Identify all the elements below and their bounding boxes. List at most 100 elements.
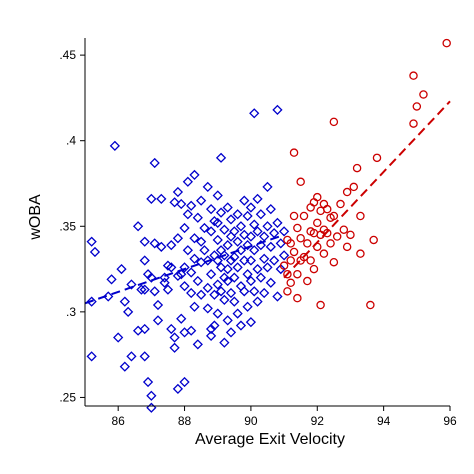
data-point-circle: [329, 257, 339, 267]
data-point-diamond: [172, 270, 184, 282]
data-point-diamond: [136, 284, 147, 295]
data-point-diamond: [189, 169, 200, 181]
data-point-diamond: [219, 337, 230, 348]
x-tick-label: 92: [311, 414, 325, 428]
data-point-diamond: [149, 238, 160, 249]
data-point-diamond: [249, 286, 260, 297]
data-point-diamond: [232, 262, 243, 273]
data-point-diamond: [142, 269, 154, 280]
data-point-diamond: [245, 255, 257, 266]
data-point-diamond: [259, 253, 270, 264]
x-axis: 86 88 90 92 94 96: [85, 405, 457, 428]
data-point-circle: [352, 163, 362, 173]
data-point-circle: [299, 252, 309, 262]
data-point-diamond: [119, 361, 130, 372]
data-point-diamond: [189, 301, 200, 312]
data-point-diamond: [192, 212, 203, 223]
data-point-diamond: [219, 224, 230, 235]
data-point-diamond: [242, 301, 253, 312]
data-point-circle: [293, 269, 302, 279]
data-point-circle: [349, 182, 359, 192]
data-point-circle: [293, 223, 302, 233]
data-point-diamond: [126, 279, 137, 290]
data-point-diamond: [159, 272, 170, 283]
data-point-diamond: [113, 332, 124, 343]
x-tick-label: 88: [178, 414, 192, 428]
data-point-circle: [283, 269, 292, 279]
data-point-diamond: [272, 104, 283, 116]
data-point-diamond: [89, 246, 101, 258]
data-point-diamond: [179, 376, 190, 388]
data-point-diamond: [225, 287, 237, 299]
data-point-diamond: [219, 294, 230, 305]
data-point-diamond: [142, 376, 154, 388]
data-point-diamond: [192, 275, 203, 287]
data-point-diamond: [189, 233, 200, 244]
plot-area: [84, 38, 451, 413]
data-point-diamond: [262, 221, 273, 232]
data-point-diamond: [215, 152, 227, 163]
data-point-diamond: [255, 272, 266, 283]
data-point-diamond: [235, 245, 247, 256]
y-tick-label: .25: [59, 390, 76, 404]
data-point-diamond: [278, 250, 290, 261]
data-point-diamond: [212, 217, 223, 228]
data-point-diamond: [215, 262, 227, 273]
data-point-diamond: [222, 315, 233, 326]
data-point-diamond: [205, 226, 217, 237]
data-point-diamond: [186, 267, 197, 278]
red-fit-line: [283, 100, 451, 279]
data-point-diamond: [152, 315, 164, 326]
data-point-diamond: [262, 262, 273, 273]
data-point-diamond: [235, 221, 247, 232]
data-point-diamond: [176, 313, 187, 324]
data-point-diamond: [103, 291, 114, 302]
data-point-circle: [283, 287, 292, 296]
data-point-diamond: [146, 390, 157, 401]
data-point-diamond: [245, 275, 257, 287]
y-tick-label: .3: [66, 305, 76, 319]
data-point-diamond: [86, 296, 97, 307]
data-point-diamond: [239, 229, 250, 240]
data-point-diamond: [225, 255, 237, 266]
data-point-circle: [319, 249, 329, 258]
x-tick-label: 96: [443, 414, 457, 428]
data-point-diamond: [215, 245, 227, 256]
data-point-diamond: [259, 287, 270, 299]
data-point-diamond: [152, 299, 164, 311]
data-point-diamond: [245, 231, 257, 242]
data-point-diamond: [229, 226, 240, 237]
y-tick-label: .45: [59, 48, 76, 62]
data-point-diamond: [259, 231, 270, 242]
data-point-diamond: [202, 303, 213, 314]
data-point-diamond: [116, 263, 127, 275]
data-point-circle: [342, 242, 352, 252]
data-point-circle: [322, 204, 332, 214]
data-point-diamond: [205, 204, 217, 215]
x-tick-label: 94: [377, 414, 391, 428]
data-point-circle: [409, 71, 418, 80]
data-point-diamond: [149, 286, 160, 297]
data-point-diamond: [255, 209, 266, 220]
data-point-diamond: [219, 250, 230, 261]
data-point-diamond: [132, 221, 144, 232]
data-point-circle: [296, 177, 305, 187]
data-point-diamond: [182, 176, 193, 187]
data-point-diamond: [225, 214, 237, 225]
data-point-diamond: [245, 202, 257, 213]
data-point-circle: [329, 211, 339, 221]
data-point-diamond: [156, 241, 167, 252]
data-point-diamond: [146, 193, 157, 205]
data-point-diamond: [239, 286, 250, 297]
data-point-circle: [369, 235, 378, 245]
data-point-circle: [342, 187, 352, 197]
data-point-diamond: [172, 186, 184, 198]
data-point-diamond: [235, 320, 247, 331]
y-tick-label: .35: [59, 219, 76, 233]
data-point-circle: [356, 249, 365, 258]
data-point-diamond: [199, 222, 210, 234]
data-point-diamond: [139, 255, 150, 266]
data-point-diamond: [156, 193, 167, 205]
data-point-diamond: [109, 140, 120, 151]
